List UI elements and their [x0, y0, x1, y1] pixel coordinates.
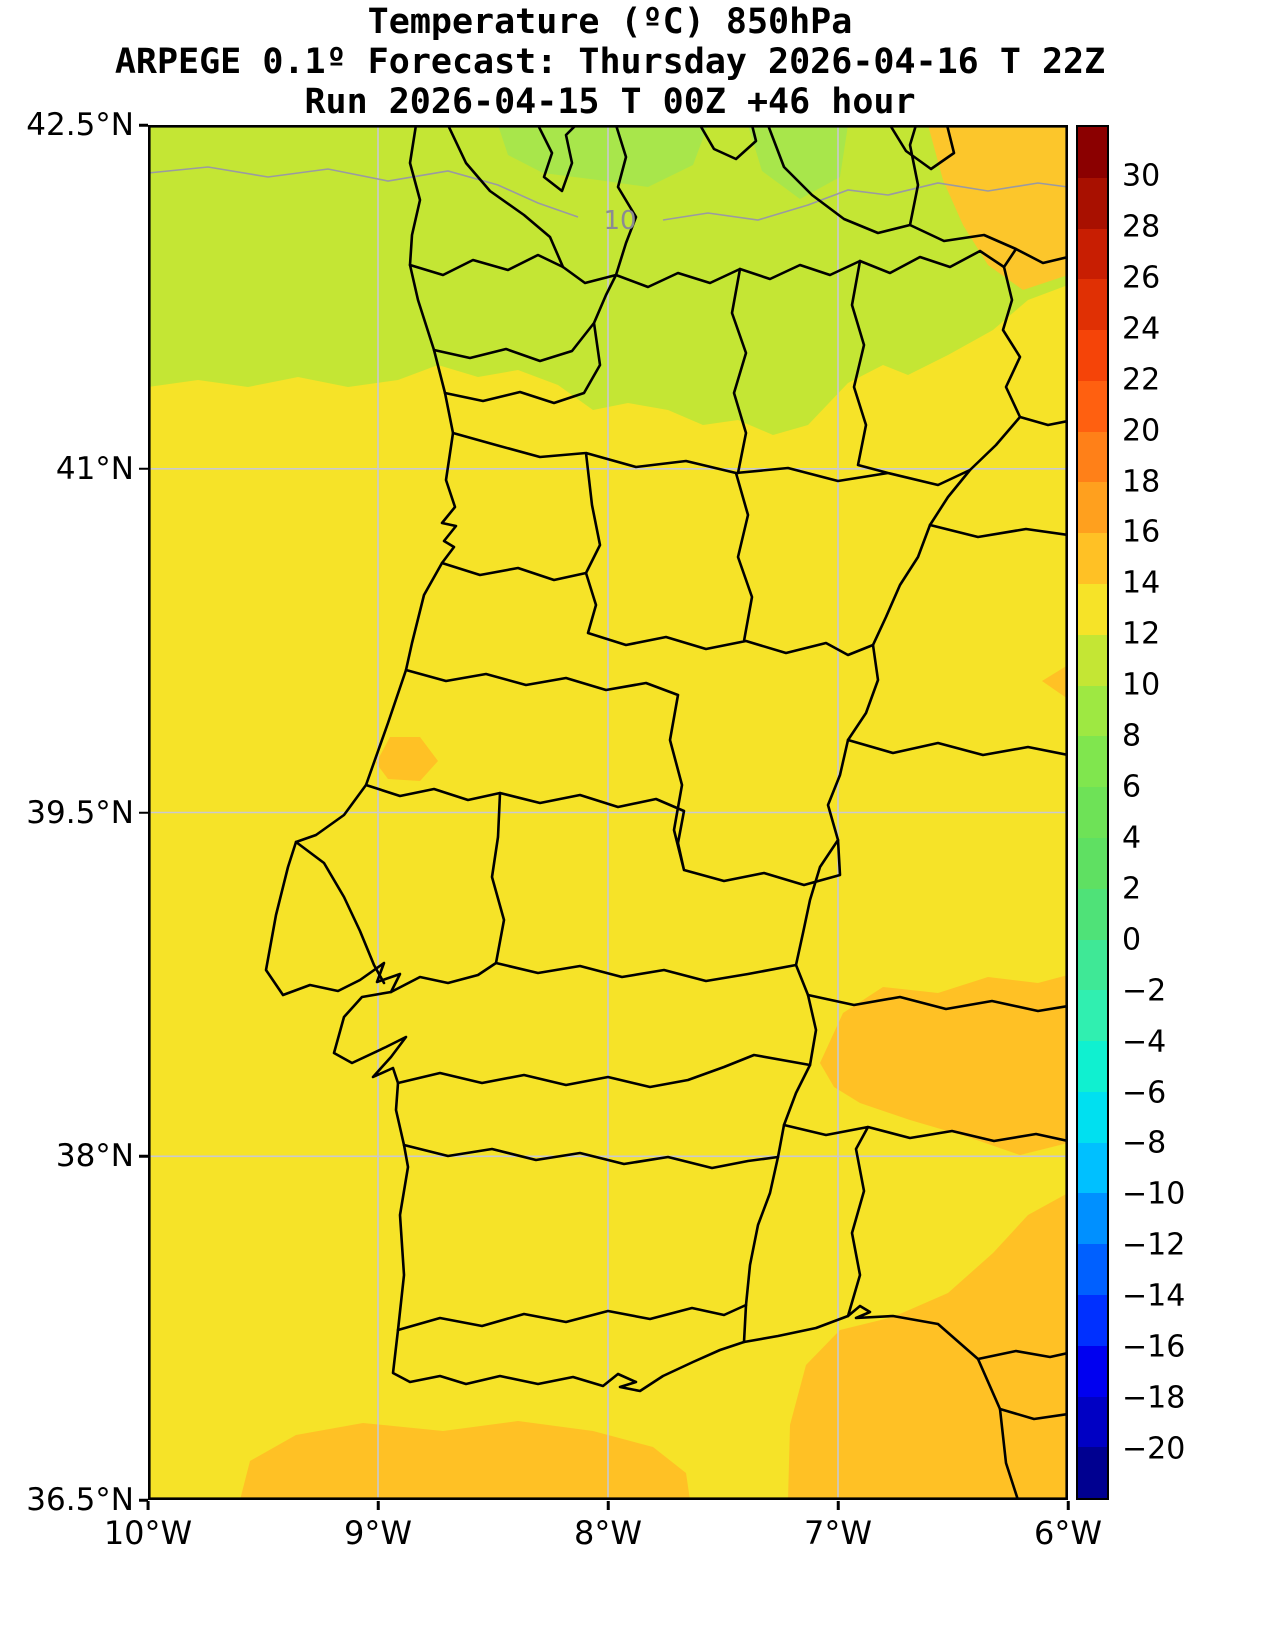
figure-title-block: Temperature (ºC) 850hPa ARPEGE 0.1º Fore… — [0, 2, 1220, 122]
contour-line-10C — [148, 166, 1068, 221]
colorbar-segment — [1078, 1294, 1107, 1346]
field-14-16C-topright — [928, 125, 1068, 290]
colorbar-segment — [1078, 228, 1107, 280]
colorbar-segment — [1078, 279, 1107, 331]
x-axis-tick-label: 7°W — [804, 1514, 872, 1552]
field-8-10C — [498, 125, 848, 199]
colorbar-segment — [1078, 584, 1107, 635]
district-boundary-lines-north — [432, 259, 972, 657]
colorbar-tick-label: 28 — [1122, 209, 1161, 245]
colorbar-segment — [1078, 990, 1107, 1042]
gridlines — [148, 125, 1068, 1500]
y-axis-tick-label: 41°N — [55, 450, 134, 487]
y-axis-tick-label: 38°N — [55, 1138, 134, 1175]
colorbar-segments — [1078, 127, 1107, 1499]
colorbar-tick-label: −16 — [1122, 1329, 1186, 1365]
colorbar-segment — [1078, 380, 1107, 432]
colorbar-segment — [1078, 837, 1107, 889]
colorbar-segment — [1078, 127, 1107, 178]
colorbar-segment — [1078, 431, 1107, 483]
y-axis-tick-label: 39.5°N — [26, 794, 134, 831]
colorbar — [1076, 125, 1109, 1500]
colorbar-tick-label: 0 — [1122, 922, 1142, 958]
x-axis-tick-label: 8°W — [574, 1514, 642, 1552]
colorbar-tick-label: 2 — [1122, 871, 1142, 907]
x-axis-tick-label: 9°W — [344, 1514, 412, 1552]
colorbar-segment — [1078, 177, 1107, 229]
colorbar-segment — [1078, 888, 1107, 940]
colorbar-tick-label: 22 — [1122, 362, 1161, 398]
colorbar-segment — [1078, 482, 1107, 534]
district-boundary-lines-south — [294, 668, 842, 1332]
colorbar-tick-label: −2 — [1122, 973, 1167, 1009]
colorbar-segment — [1078, 1447, 1107, 1499]
colorbar-segment — [1078, 1244, 1107, 1295]
map-svg: 10 — [148, 125, 1068, 1500]
colorbar-segment — [1078, 1041, 1107, 1092]
y-axis-tick-label: 36.5°N — [26, 1482, 134, 1518]
colorbar-tick-label: 14 — [1122, 565, 1161, 601]
figure-subtitle: ARPEGE 0.1º Forecast: Thursday 2026-04-1… — [114, 42, 1106, 82]
plot-frame — [148, 125, 1068, 1500]
y-axis-tick-label: 42.5°N — [26, 107, 134, 143]
field-14-16C — [240, 665, 1068, 1500]
colorbar-tick-label: 30 — [1122, 158, 1161, 194]
colorbar-segment — [1078, 1142, 1107, 1194]
colorbar-tick-label: −4 — [1122, 1024, 1167, 1060]
colorbar-tick-label: −10 — [1122, 1176, 1186, 1212]
colorbar-segment — [1078, 736, 1107, 788]
map-plot-area: 10 — [148, 125, 1068, 1500]
colorbar-tick-label: 24 — [1122, 311, 1161, 347]
colorbar-tick-label: 12 — [1122, 616, 1161, 652]
x-axis-ticks: 10°W 9°W 8°W 7°W 6°W — [104, 1500, 1102, 1570]
colorbar-segment — [1078, 1091, 1107, 1143]
colorbar-tick-label: 8 — [1122, 718, 1142, 754]
colorbar-segment — [1078, 1193, 1107, 1245]
figure-run-line: Run 2026-04-15 T 00Z +46 hour — [304, 82, 916, 122]
contour-label-10: 10 — [603, 206, 636, 236]
colorbar-tick-label: −14 — [1122, 1278, 1186, 1314]
colorbar-segment — [1078, 1396, 1107, 1448]
colorbar-tick-label: −8 — [1122, 1125, 1167, 1161]
colorbar-segment — [1078, 685, 1107, 737]
x-axis-tick-label: 6°W — [1034, 1514, 1102, 1552]
figure-title: Temperature (ºC) 850hPa — [367, 2, 853, 42]
colorbar-segment — [1078, 939, 1107, 991]
y-axis-ticks: 42.5°N 41°N 39.5°N 38°N 36.5°N — [0, 107, 140, 1518]
colorbar-segment — [1078, 634, 1107, 686]
colorbar-tick-label: 10 — [1122, 667, 1161, 703]
colorbar-tick-label: 20 — [1122, 413, 1161, 449]
colorbar-tick-label: 18 — [1122, 464, 1161, 500]
colorbar-tick-label: −20 — [1122, 1431, 1186, 1467]
x-axis-tick-label: 10°W — [103, 1514, 193, 1552]
spanish-province-boundary-lines — [446, 125, 1068, 1421]
colorbar-tick-label: 6 — [1122, 769, 1142, 805]
colorbar-tick-label: −12 — [1122, 1227, 1186, 1263]
colorbar-tick-label: −6 — [1122, 1075, 1167, 1111]
colorbar-tick-label: 4 — [1122, 820, 1142, 856]
colorbar-segment — [1078, 787, 1107, 838]
colorbar-tick-label: −18 — [1122, 1380, 1186, 1416]
colorbar-segment — [1078, 533, 1107, 585]
colorbar-segment — [1078, 330, 1107, 381]
colorbar-tick-label: 26 — [1122, 260, 1161, 296]
coastline-path — [264, 125, 1020, 1500]
colorbar-segment — [1078, 1345, 1107, 1397]
colorbar-tick-labels: 30 28 26 24 22 20 18 16 14 12 10 8 6 4 2 0 −2 −4 −6 −8 −10 −1… — [1122, 125, 1262, 1500]
colorbar-tick-label: 16 — [1122, 514, 1161, 550]
